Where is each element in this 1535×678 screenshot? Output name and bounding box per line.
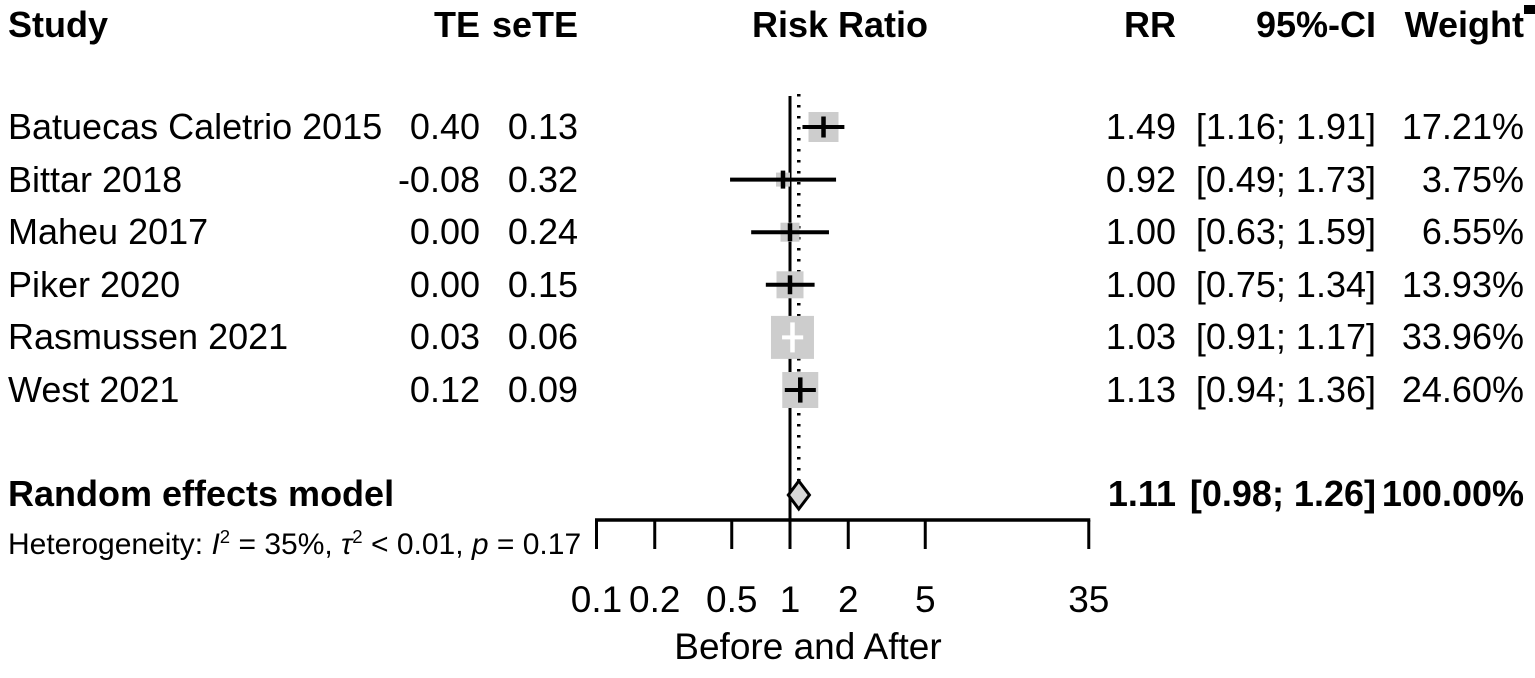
- study-weight: 6.55%: [1421, 211, 1524, 253]
- het-p-symbol: p: [471, 528, 489, 561]
- x-axis-tick-label: 2: [837, 579, 859, 620]
- summary-rr: 1.11: [1107, 473, 1176, 514]
- study-rr: 1.49: [1105, 106, 1176, 147]
- study-sete: 0.24: [507, 211, 578, 253]
- het-i-exponent: 2: [219, 526, 231, 547]
- x-axis-tick-label: 0.1: [570, 579, 623, 620]
- col-header-sete: seTE: [491, 4, 578, 45]
- study-rr: 1.03: [1105, 316, 1176, 358]
- col-header-study: Study: [8, 4, 109, 45]
- study-weight: 13.93%: [1401, 263, 1524, 305]
- study-sete: 0.15: [507, 263, 578, 305]
- het-tau-value: < 0.01,: [362, 528, 472, 561]
- study-sete: 0.09: [507, 369, 578, 410]
- study-te: 0.00: [409, 211, 480, 253]
- study-ci: [0.49; 1.73]: [1195, 158, 1376, 200]
- study-te: 0.40: [409, 106, 480, 147]
- study-sete: 0.13: [507, 106, 578, 147]
- study-te: 0.03: [409, 316, 480, 358]
- study-weight: 17.21%: [1401, 106, 1524, 147]
- study-weight: 24.60%: [1401, 369, 1524, 410]
- summary-label: Random effects model: [8, 473, 395, 514]
- x-axis-tick-label: 0.5: [706, 579, 758, 620]
- study-weight: 33.96%: [1401, 316, 1524, 358]
- study-ci: [1.16; 1.91]: [1195, 106, 1376, 147]
- study-name: West 2021: [8, 369, 180, 410]
- study-rr: 0.92: [1105, 158, 1176, 200]
- study-ci: [0.91; 1.17]: [1195, 316, 1376, 358]
- study-ci: [0.94; 1.36]: [1195, 369, 1376, 410]
- x-axis-tick-label: 35: [1068, 579, 1110, 620]
- study-weight: 3.75%: [1421, 158, 1524, 200]
- study-sete: 0.06: [507, 316, 578, 358]
- study-name: Batuecas Caletrio 2015: [8, 106, 383, 147]
- study-sete: 0.32: [507, 158, 578, 200]
- x-axis-label: Before and After: [674, 626, 942, 667]
- col-header-risk-ratio: Risk Ratio: [751, 4, 929, 45]
- study-rr: 1.00: [1105, 263, 1176, 305]
- corner-artifact: [1524, 5, 1535, 14]
- summary-ci: [0.98; 1.26]: [1189, 473, 1376, 514]
- het-i-value: = 35%,: [230, 528, 342, 561]
- study-rr: 1.00: [1105, 211, 1176, 253]
- study-te: 0.12: [409, 369, 480, 410]
- col-header-weight: Weight: [1404, 4, 1524, 45]
- het-tau-symbol: τ: [341, 528, 353, 561]
- summary-weight: 100.00%: [1381, 473, 1524, 514]
- study-te: 0.00: [409, 263, 480, 305]
- col-header-rr: RR: [1124, 4, 1176, 45]
- col-header-ci: 95%-CI: [1255, 4, 1376, 45]
- study-name: Rasmussen 2021: [8, 316, 289, 358]
- het-tau-exponent: 2: [352, 526, 363, 547]
- study-te: -0.08: [397, 158, 480, 200]
- summary-diamond: [786, 478, 812, 512]
- study-name: Bittar 2018: [8, 158, 183, 200]
- study-name: Maheu 2017: [8, 211, 209, 253]
- x-axis-tick-label: 5: [914, 579, 936, 620]
- study-ci: [0.63; 1.59]: [1195, 211, 1376, 253]
- het-i-symbol: I: [211, 528, 220, 561]
- study-rr: 1.13: [1105, 369, 1176, 410]
- study-ci: [0.75; 1.34]: [1195, 263, 1376, 305]
- col-header-te: TE: [433, 4, 480, 45]
- x-axis-tick-label: 0.2: [629, 579, 681, 620]
- het-prefix: Heterogeneity:: [8, 528, 212, 561]
- x-axis-tick-label: 1: [779, 579, 801, 620]
- heterogeneity-note: Heterogeneity: I2 = 35%, τ2 < 0.01, p = …: [8, 515, 582, 561]
- study-name: Piker 2020: [8, 263, 181, 305]
- het-p-value: = 0.17: [488, 528, 582, 561]
